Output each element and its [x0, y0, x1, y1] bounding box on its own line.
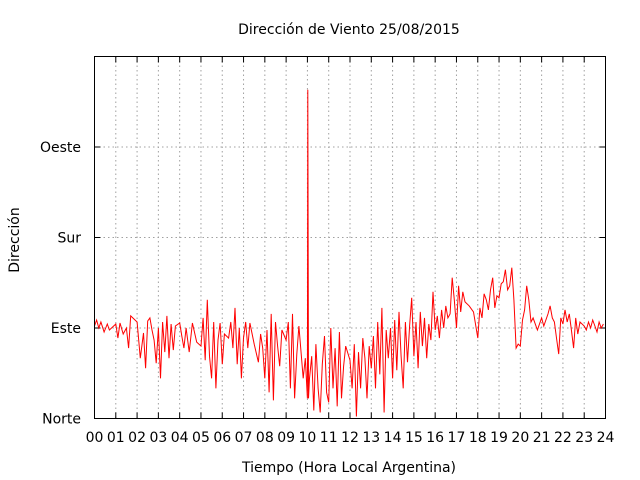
x-tick-label: 19 [490, 430, 508, 446]
y-tick-label: Oeste [40, 140, 81, 156]
x-tick-label: 09 [277, 430, 295, 446]
x-tick-label: 23 [575, 430, 593, 446]
y-tick-label: Este [51, 321, 81, 337]
axis-ticks [94, 56, 606, 419]
series-line-wind-direction [94, 89, 604, 417]
x-tick-label: 18 [469, 430, 487, 446]
x-tick-label: 15 [405, 430, 423, 446]
x-tick-label: 11 [320, 430, 338, 446]
series-layer [94, 89, 604, 417]
x-tick-label: 20 [511, 430, 529, 446]
x-tick-label: 24 [597, 430, 615, 446]
x-tick-label: 00 [86, 430, 104, 446]
x-tick-label: 05 [192, 430, 210, 446]
x-tick-label: 04 [171, 430, 189, 446]
x-tick-label: 10 [299, 430, 317, 446]
x-tick-label: 07 [235, 430, 253, 446]
y-axis-label: Dirección [7, 207, 23, 272]
x-axis-label: Tiempo (Hora Local Argentina) [241, 460, 456, 476]
x-tick-label: 17 [448, 430, 466, 446]
x-tick-label: 08 [256, 430, 274, 446]
tick-labels: 00 01 02 03 04 05 06 07 08 09 10 11 12 13 14 15 16 17 18 19… [40, 140, 615, 446]
grid [94, 56, 606, 419]
x-tick-label: 01 [107, 430, 125, 446]
x-tick-label: 14 [384, 430, 402, 446]
x-tick-label: 22 [554, 430, 572, 446]
y-tick-label: Norte [42, 412, 81, 428]
x-tick-label: 13 [362, 430, 380, 446]
x-tick-label: 21 [533, 430, 551, 446]
x-tick-label: 12 [341, 430, 359, 446]
x-tick-label: 16 [426, 430, 444, 446]
x-tick-label: 02 [128, 430, 146, 446]
x-tick-label: 03 [149, 430, 167, 446]
x-tick-label: 06 [213, 430, 231, 446]
y-tick-label: Sur [57, 231, 81, 247]
plot-frame [94, 56, 606, 419]
chart-title: Dirección de Viento 25/08/2015 [238, 22, 460, 38]
